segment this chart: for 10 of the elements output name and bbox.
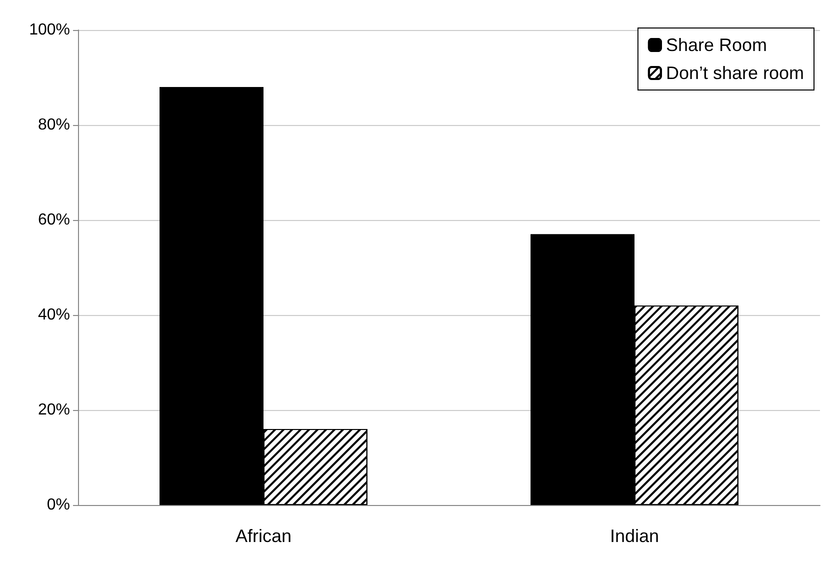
y-tick-label: 60% <box>38 212 70 228</box>
y-tick-label: 20% <box>38 402 70 418</box>
y-tick-label: 100% <box>29 22 70 38</box>
x-tick-label: Indian <box>610 526 660 546</box>
x-tick-label: African <box>235 526 292 546</box>
legend-label: Share Room <box>666 35 768 55</box>
legend-label: Don’t share room <box>666 63 804 83</box>
y-tick-label: 80% <box>38 116 70 134</box>
y-tick-label: 40% <box>38 306 70 324</box>
y-tick-label: 0% <box>46 496 70 514</box>
